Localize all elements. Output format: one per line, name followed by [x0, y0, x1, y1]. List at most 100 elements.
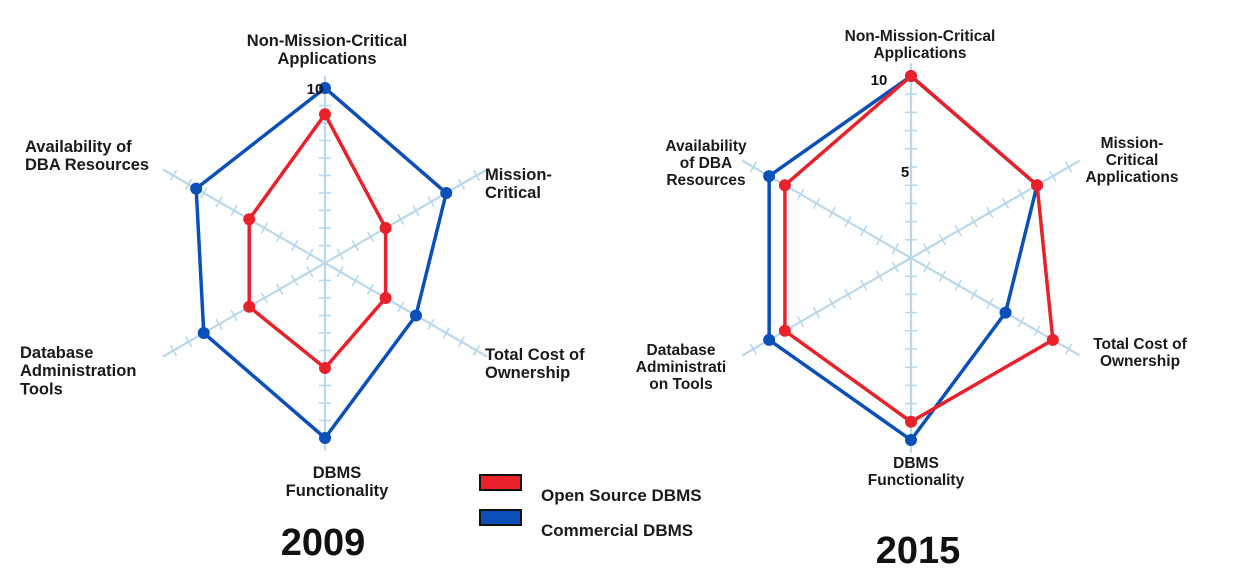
spoke-tick — [366, 283, 375, 295]
data-point-open-source-dbms-total-cost-of-ownership — [1046, 333, 1059, 346]
data-point-open-source-dbms-mission-critical — [379, 222, 392, 234]
data-point-commercial-dbms-availability-of-dba-resources — [190, 182, 203, 195]
spoke-tick — [749, 343, 758, 355]
spoke-tick — [1064, 343, 1073, 355]
data-point-commercial-dbms-mission-critical — [440, 187, 453, 199]
axis-label-total-cost-of-ownership: Total Cost of Ownership — [1093, 336, 1187, 370]
data-point-open-source-dbms-non-mission-critical-applications — [319, 108, 331, 121]
spoke-tick — [200, 187, 208, 199]
data-point-open-source-dbms-database-administration-tools — [778, 324, 791, 337]
axis-label-dbms-functionality: DBMS Functionality — [286, 464, 389, 500]
spoke-total-cost-of-ownership — [324, 262, 488, 358]
axis-label-database-administration-tools: Database Administrati on Tools — [636, 342, 726, 393]
data-point-open-source-dbms-database-administration-tools — [243, 300, 256, 313]
axis-label-mission-critical: Mission-Critical — [485, 166, 552, 202]
spoke-tick — [427, 196, 435, 208]
axis-label-availability-of-dba-resources: Availability of DBA Resources — [665, 138, 747, 189]
spoke-tick — [812, 197, 821, 209]
legend-swatch-open-source — [479, 474, 522, 491]
spoke-mission-critical — [324, 168, 488, 264]
spoke-tick — [169, 169, 178, 182]
spoke-tick — [923, 261, 931, 273]
spoke-tick — [457, 178, 466, 190]
axis-label-database-administration-tools: Database Administration Tools — [20, 344, 136, 398]
spoke-tick — [306, 266, 314, 278]
spoke-mission-critical-applications — [910, 159, 1081, 259]
spoke-tick — [275, 283, 284, 295]
scale-tick-label: 10 — [871, 72, 888, 89]
spoke-tick — [184, 178, 193, 190]
axis-label-non-mission-critical-applications: Non-Mission-Critical Applications — [845, 28, 996, 62]
data-point-open-source-dbms-dbms-functionality — [905, 415, 917, 428]
chart-title-2015: 2015 — [876, 530, 961, 572]
spoke-tick — [397, 301, 405, 313]
spoke-tick — [1017, 316, 1026, 328]
spoke-tick — [860, 279, 868, 291]
spoke-tick — [891, 243, 899, 255]
spoke-tick — [828, 297, 836, 310]
spoke-tick — [472, 169, 481, 182]
spoke-tick — [1049, 170, 1057, 182]
data-point-commercial-dbms-availability-of-dba-resources — [763, 170, 776, 183]
spoke-tick — [1033, 325, 1041, 337]
spoke-tick — [796, 188, 805, 200]
spoke-tick — [169, 344, 178, 357]
data-point-commercial-dbms-dbms-functionality — [905, 434, 917, 446]
series-line-open-source-dbms — [247, 112, 388, 370]
spoke-tick — [970, 288, 978, 300]
spoke-tick — [796, 316, 805, 328]
spoke-tick — [336, 266, 344, 278]
data-point-commercial-dbms-database-administration-tools — [197, 327, 210, 339]
chart-title-2009: 2009 — [281, 522, 366, 564]
spoke-tick — [1001, 197, 1010, 209]
spoke-tick — [472, 344, 481, 357]
scale-tick-label: 10 — [307, 81, 324, 98]
spoke-tick — [844, 216, 852, 228]
spoke-tick — [875, 270, 884, 282]
spoke-tick — [184, 336, 193, 348]
spoke-tick — [954, 279, 962, 291]
spoke-tick — [938, 234, 947, 246]
spoke-tick — [954, 225, 962, 237]
spoke-tick — [891, 261, 899, 273]
spoke-tick — [875, 234, 884, 246]
spoke-tick — [260, 222, 269, 234]
spoke-tick — [749, 161, 758, 173]
spoke-tick — [215, 196, 223, 208]
scale-tick-label: 5 — [901, 164, 909, 181]
series-line-open-source-dbms — [783, 74, 1055, 424]
data-point-commercial-dbms-total-cost-of-ownership — [999, 306, 1012, 319]
axis-label-availability-of-dba-resources: Availability of DBA Resources — [25, 138, 149, 174]
spoke-tick — [260, 292, 269, 304]
spoke-tick — [923, 243, 931, 255]
spoke-tick — [397, 213, 405, 225]
data-point-open-source-dbms-total-cost-of-ownership — [379, 292, 392, 304]
radar-chart-2015: Non-Mission-Critical Applications Mission-… — [636, 28, 1188, 489]
spoke-tick — [230, 204, 238, 217]
radar-chart-2009: Non-Mission-Critical Applications Mission-… — [20, 32, 585, 500]
data-point-commercial-dbms-total-cost-of-ownership — [409, 309, 422, 322]
spoke-database-administration-tools — [162, 262, 326, 358]
data-point-open-source-dbms-availability-of-dba-resources — [778, 179, 791, 192]
data-point-commercial-dbms-non-mission-critical-applications — [319, 82, 331, 94]
spoke-tick — [351, 239, 360, 252]
spoke-tick — [336, 248, 344, 260]
axis-label-non-mission-critical-applications: Non-Mission-Critical Applications — [247, 32, 407, 68]
spoke-tick — [828, 206, 836, 219]
spoke-tick — [457, 336, 466, 348]
legend: Open Source DBMS Commercial DBMS — [479, 474, 702, 540]
spoke-tick — [290, 274, 299, 287]
spoke-tick — [230, 309, 238, 322]
spoke-tick — [986, 206, 994, 219]
legend-label-commercial: Commercial DBMS — [541, 521, 693, 540]
data-point-open-source-dbms-non-mission-critical-applications — [905, 70, 917, 82]
spoke-tick — [275, 231, 284, 243]
spoke-availability-of-dba-resources — [162, 168, 326, 264]
axis-label-total-cost-of-ownership: Total Cost of Ownership — [485, 346, 585, 382]
axis-label-dbms-functionality: DBMS Functionality — [868, 455, 965, 489]
spoke-tick — [812, 307, 821, 319]
spoke-tick — [860, 225, 868, 237]
spoke-tick — [215, 318, 223, 330]
spoke-tick — [442, 327, 450, 339]
